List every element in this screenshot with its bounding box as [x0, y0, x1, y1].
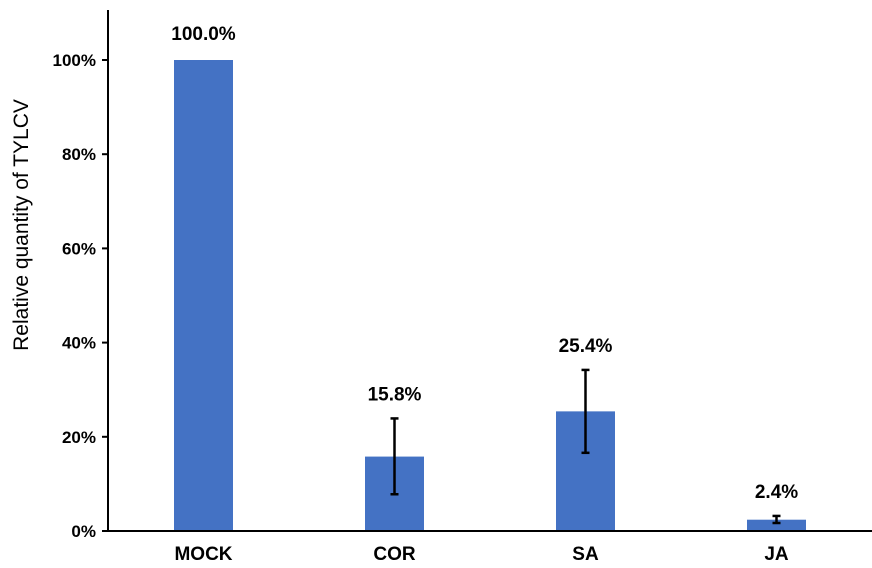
data-label-cor: 15.8%	[368, 384, 422, 405]
error-bars	[390, 368, 781, 525]
data-labels: 100.0% 15.8% 25.4% 2.4%	[171, 24, 798, 503]
data-label-ja: 2.4%	[755, 482, 798, 503]
bar-mock	[174, 60, 233, 531]
category-label-cor: COR	[373, 544, 416, 565]
y-tick-label: 40%	[62, 334, 96, 353]
bar-ja	[747, 519, 806, 531]
category-label-ja: JA	[764, 544, 789, 565]
error-bar-cor	[390, 417, 399, 496]
error-bar-ja	[772, 514, 781, 525]
y-axis-label: Relative quantity of TYLCV	[10, 99, 33, 351]
y-tick-label: 0%	[71, 522, 96, 541]
y-tick-label: 60%	[62, 239, 96, 258]
y-tick-label: 80%	[62, 145, 96, 164]
category-label-sa: SA	[572, 544, 599, 565]
bars	[174, 60, 806, 531]
y-tick-label: 100%	[53, 51, 96, 70]
data-label-mock: 100.0%	[171, 24, 236, 45]
data-label-sa: 25.4%	[559, 336, 613, 357]
y-axis: 0% 20% 40% 60% 80% 100%	[53, 51, 108, 541]
x-axis: MOCK COR SA JA	[174, 544, 788, 565]
category-label-mock: MOCK	[174, 544, 232, 565]
error-bar-sa	[581, 368, 590, 455]
y-tick-label: 20%	[62, 428, 96, 447]
